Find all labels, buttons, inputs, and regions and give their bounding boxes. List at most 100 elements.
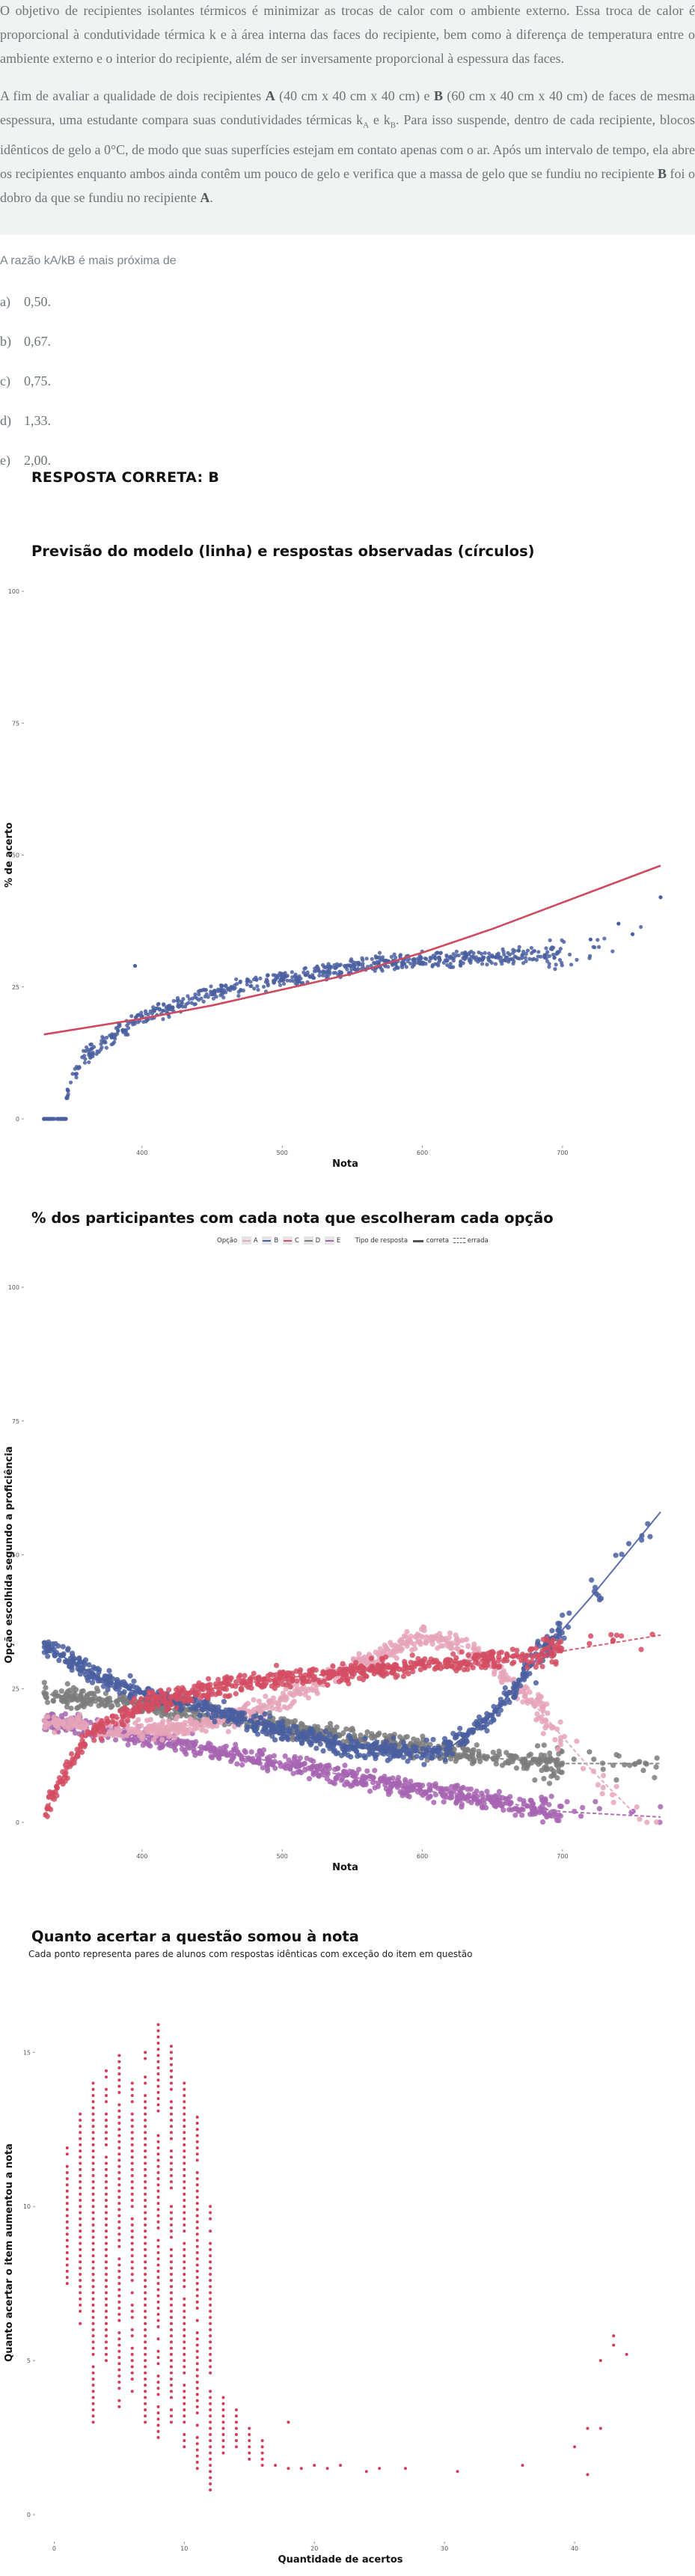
option-d-point bbox=[44, 1700, 51, 1706]
alternative-e[interactable]: e) 2,00. bbox=[0, 453, 51, 468]
gain-point bbox=[91, 2390, 95, 2393]
option-b-point bbox=[397, 1751, 403, 1756]
gain-point bbox=[156, 2066, 160, 2069]
option-c-point bbox=[248, 1685, 254, 1691]
option-b-point bbox=[317, 1741, 323, 1747]
option-c-point bbox=[638, 1646, 644, 1652]
observed-point bbox=[525, 948, 530, 953]
gain-point bbox=[156, 2307, 160, 2310]
gain-point bbox=[209, 2241, 212, 2245]
option-b-point bbox=[110, 1676, 116, 1682]
gain-point bbox=[183, 2094, 186, 2097]
observed-point bbox=[42, 1117, 46, 1121]
gain-point bbox=[65, 2251, 69, 2254]
option-b-point bbox=[117, 1690, 123, 1696]
chart3-ylabel: Quanto acertar o item aumentou a nota bbox=[4, 2143, 15, 2362]
option-e-point bbox=[242, 1748, 248, 1754]
gain-point bbox=[144, 2180, 147, 2184]
option-c-point bbox=[352, 1667, 358, 1673]
gain-point bbox=[104, 2100, 108, 2104]
observed-point bbox=[520, 953, 524, 958]
gain-point bbox=[91, 2241, 95, 2245]
gain-point bbox=[144, 2081, 147, 2085]
legend-title-type: Tipo de resposta bbox=[355, 1236, 408, 1245]
option-d-point bbox=[533, 1756, 539, 1762]
option-d-point bbox=[453, 1758, 459, 1764]
alternative-d[interactable]: d) 1,33. bbox=[0, 413, 51, 428]
option-e-point bbox=[360, 1773, 367, 1779]
option-d-point bbox=[81, 1700, 87, 1707]
observed-point bbox=[50, 1117, 55, 1121]
option-e-point bbox=[235, 1749, 241, 1755]
option-d-point bbox=[41, 1679, 47, 1685]
option-b-point bbox=[391, 1751, 397, 1756]
gain-point bbox=[195, 2251, 199, 2254]
observed-point bbox=[91, 1054, 95, 1059]
gain-point bbox=[104, 2069, 108, 2073]
gain-point bbox=[169, 2167, 173, 2171]
option-b-point bbox=[267, 1722, 273, 1728]
gain-point bbox=[183, 2445, 186, 2449]
option-d-point bbox=[158, 1709, 164, 1715]
option-d-point bbox=[542, 1766, 549, 1773]
gain-point bbox=[117, 2282, 121, 2286]
gain-point bbox=[221, 2402, 225, 2405]
observed-point bbox=[203, 988, 207, 992]
gain-point bbox=[169, 2100, 173, 2104]
option-b-point bbox=[425, 1745, 432, 1751]
option-c-point bbox=[402, 1661, 408, 1667]
option-d-point bbox=[512, 1754, 518, 1759]
option-e-point bbox=[227, 1750, 233, 1756]
gain-point bbox=[104, 2260, 108, 2264]
option-c-point bbox=[265, 1673, 271, 1679]
gain-point bbox=[117, 2177, 121, 2181]
chart2-ylabel: Opção escolhida segundo a proficiência bbox=[4, 1446, 15, 1663]
option-d-point bbox=[331, 1727, 337, 1733]
observed-point bbox=[443, 958, 447, 962]
option-c-point bbox=[181, 1698, 187, 1704]
gain-point bbox=[144, 2223, 147, 2226]
gain-point bbox=[91, 2137, 95, 2140]
option-b-point bbox=[480, 1724, 486, 1730]
option-a-point bbox=[535, 1715, 542, 1721]
option-a-point bbox=[498, 1678, 504, 1685]
option-c-point bbox=[255, 1682, 262, 1688]
option-a-point bbox=[132, 1720, 138, 1726]
observed-point bbox=[517, 944, 521, 949]
gain-point bbox=[183, 2174, 186, 2178]
observed-point bbox=[255, 984, 260, 989]
alternative-b[interactable]: b) 0,67. bbox=[0, 334, 51, 349]
observed-point bbox=[126, 1026, 131, 1031]
option-b-point bbox=[402, 1744, 408, 1750]
option-b-point bbox=[372, 1740, 379, 1747]
option-a-point bbox=[610, 1799, 616, 1806]
gain-point bbox=[104, 2340, 108, 2344]
observed-point bbox=[171, 998, 176, 1004]
option-a-point bbox=[147, 1716, 153, 1723]
gain-point bbox=[91, 2266, 95, 2270]
option-a-point bbox=[84, 1721, 90, 1727]
option-e-point bbox=[572, 1808, 578, 1814]
gain-point bbox=[183, 2365, 186, 2369]
gain-point bbox=[144, 2106, 147, 2110]
option-d-point bbox=[632, 1761, 638, 1768]
option-e-point bbox=[438, 1787, 444, 1794]
option-b-point bbox=[408, 1755, 414, 1761]
gain-point bbox=[104, 2285, 108, 2289]
gain-point bbox=[144, 2186, 147, 2190]
observed-point bbox=[552, 956, 557, 960]
option-d-point bbox=[95, 1688, 101, 1694]
option-e-point bbox=[306, 1776, 313, 1782]
gain-point bbox=[117, 2183, 121, 2187]
alternative-c[interactable]: c) 0,75. bbox=[0, 373, 51, 388]
option-e-point bbox=[125, 1742, 131, 1748]
observed-point bbox=[496, 956, 501, 960]
chart2-ytick-label: 0 bbox=[16, 1819, 19, 1826]
gain-point bbox=[104, 2352, 108, 2356]
option-e-point bbox=[179, 1746, 185, 1752]
gain-point bbox=[130, 2180, 134, 2184]
option-e-point bbox=[382, 1773, 388, 1780]
alternative-a[interactable]: a) 0,50. bbox=[0, 294, 51, 309]
option-b-point bbox=[294, 1728, 301, 1735]
